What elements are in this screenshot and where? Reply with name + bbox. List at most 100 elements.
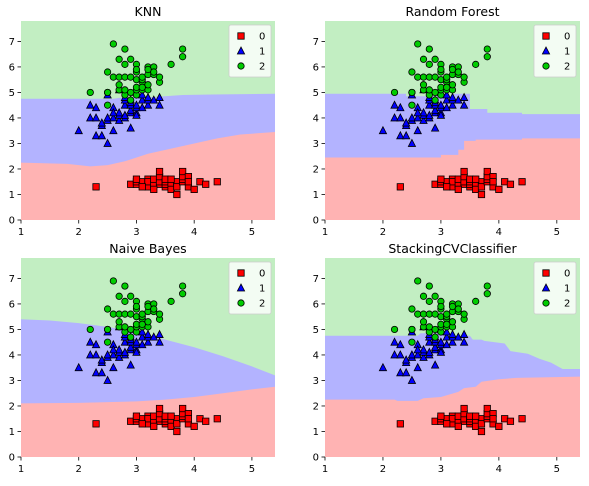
y-axis: 0 1 2 3 4 5 6 7 — [9, 274, 21, 464]
legend-marker-circle — [237, 299, 245, 307]
data-point-class-2 — [86, 325, 94, 334]
x-tick-label: 3 — [438, 464, 444, 475]
data-point-class-0 — [396, 420, 404, 428]
data-point-class-2 — [115, 81, 123, 89]
data-point-class-2 — [448, 81, 457, 89]
data-point-class-1 — [442, 332, 451, 341]
data-point-class-1 — [143, 92, 153, 101]
data-point-class-1 — [114, 344, 124, 354]
data-point-class-1 — [413, 125, 422, 135]
data-point-class-2 — [121, 86, 129, 94]
data-point-class-1 — [419, 115, 428, 124]
data-point-class-1 — [109, 344, 118, 354]
data-point-class-2 — [431, 88, 439, 97]
legend-label: 0 — [564, 32, 570, 43]
data-point-class-2 — [419, 55, 428, 63]
data-point-class-0 — [437, 175, 445, 183]
y-tick-label: 7 — [313, 37, 319, 48]
y-tick-label: 3 — [9, 139, 15, 150]
data-point-class-2 — [408, 68, 416, 76]
data-point-class-1 — [97, 367, 107, 377]
y-axis: 0 1 2 3 4 5 6 7 — [313, 37, 325, 227]
data-point-class-1 — [137, 339, 147, 349]
x-tick-label: 1 — [18, 227, 24, 238]
data-point-class-2 — [127, 292, 135, 300]
data-point-class-2 — [472, 297, 480, 305]
data-point-class-2 — [448, 302, 457, 311]
data-point-class-1 — [91, 102, 101, 112]
data-point-class-1 — [91, 339, 101, 349]
data-point-class-0 — [495, 422, 503, 430]
data-point-class-1 — [114, 107, 124, 117]
legend-marker-square — [542, 32, 550, 40]
data-point-class-1 — [137, 332, 147, 341]
data-point-class-1 — [155, 100, 164, 109]
data-point-class-1 — [143, 329, 153, 338]
legend-label: 0 — [564, 269, 570, 280]
data-point-class-0 — [202, 180, 210, 188]
x-tick-label: 5 — [249, 227, 255, 238]
legend-label: 0 — [259, 269, 265, 280]
data-point-class-1 — [448, 337, 457, 346]
x-tick-label: 3 — [133, 227, 139, 238]
data-point-class-0 — [138, 420, 146, 428]
data-point-class-1 — [454, 332, 463, 341]
data-point-class-1 — [413, 362, 422, 372]
data-point-class-0 — [518, 415, 526, 423]
y-tick-label: 5 — [9, 325, 15, 336]
data-point-class-1 — [407, 138, 417, 147]
y-tick-label: 0 — [9, 216, 15, 227]
data-point-class-2 — [103, 305, 112, 313]
data-point-class-2 — [103, 101, 112, 109]
data-point-class-1 — [396, 339, 405, 349]
x-axis: 1 2 3 4 5 — [322, 220, 560, 238]
data-point-class-1 — [137, 327, 147, 336]
data-point-class-0 — [132, 412, 141, 420]
legend: 0 1 2 — [533, 261, 577, 315]
data-point-class-0 — [173, 420, 181, 428]
y-tick-label: 0 — [313, 216, 319, 227]
x-tick-label: 3 — [133, 464, 139, 475]
data-point-class-1 — [401, 118, 411, 127]
data-point-class-1 — [155, 337, 164, 346]
data-point-class-1 — [448, 92, 457, 101]
data-point-class-0 — [150, 422, 158, 430]
x-axis: 1 2 3 4 5 — [18, 457, 255, 475]
data-point-class-1 — [91, 113, 101, 122]
data-point-class-2 — [167, 60, 175, 68]
legend-marker-square — [237, 32, 245, 40]
data-point-class-2 — [121, 60, 129, 68]
data-point-class-1 — [74, 125, 83, 135]
x-tick-label: 5 — [554, 227, 560, 238]
legend-label: 1 — [259, 284, 265, 295]
data-point-class-2 — [443, 73, 451, 81]
data-point-class-1 — [442, 90, 451, 99]
y-tick-label: 6 — [9, 299, 15, 310]
data-point-class-0 — [495, 185, 503, 193]
data-point-class-1 — [419, 352, 428, 361]
data-point-class-0 — [150, 185, 158, 193]
data-point-class-1 — [396, 113, 405, 122]
data-point-class-0 — [179, 404, 187, 413]
data-point-class-2 — [419, 81, 428, 89]
data-point-class-1 — [126, 105, 135, 114]
data-point-class-1 — [413, 350, 422, 359]
data-point-class-0 — [443, 183, 451, 191]
data-point-class-2 — [86, 88, 94, 97]
y-tick-label: 3 — [313, 376, 319, 387]
legend-marker-circle — [542, 299, 550, 307]
data-point-class-2 — [454, 68, 462, 76]
data-point-class-0 — [92, 183, 100, 191]
data-point-class-0 — [489, 178, 497, 186]
data-point-class-1 — [396, 130, 405, 140]
legend: 0 1 2 — [228, 261, 272, 315]
data-points — [74, 40, 221, 199]
x-tick-label: 4 — [496, 227, 502, 238]
data-point-class-1 — [109, 107, 118, 117]
data-point-class-2 — [431, 310, 439, 318]
data-points — [378, 40, 526, 199]
